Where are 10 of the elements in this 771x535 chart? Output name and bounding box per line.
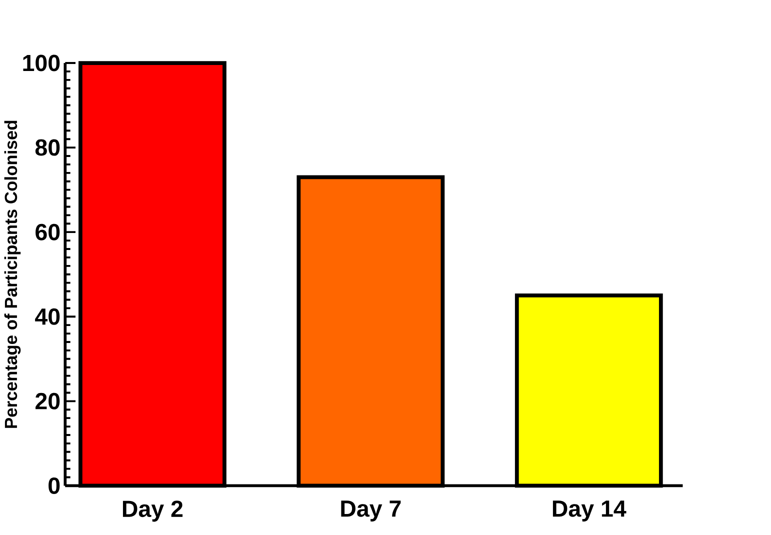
x-tick-label: Day 2 (122, 500, 183, 522)
y-tick-label: 80 (35, 139, 60, 156)
x-tick-label: Day 7 (341, 500, 401, 522)
y-tick-label: 0 (48, 477, 60, 494)
y-axis-title: Percentage of Participants Colonised (4, 120, 21, 428)
y-tick-label: 60 (36, 224, 60, 240)
x-tick-label: Day 14 (552, 500, 626, 522)
y-tick-label: 40 (35, 308, 60, 325)
y-tick-label: 100 (23, 54, 60, 72)
y-tick-label: 20 (36, 392, 60, 410)
